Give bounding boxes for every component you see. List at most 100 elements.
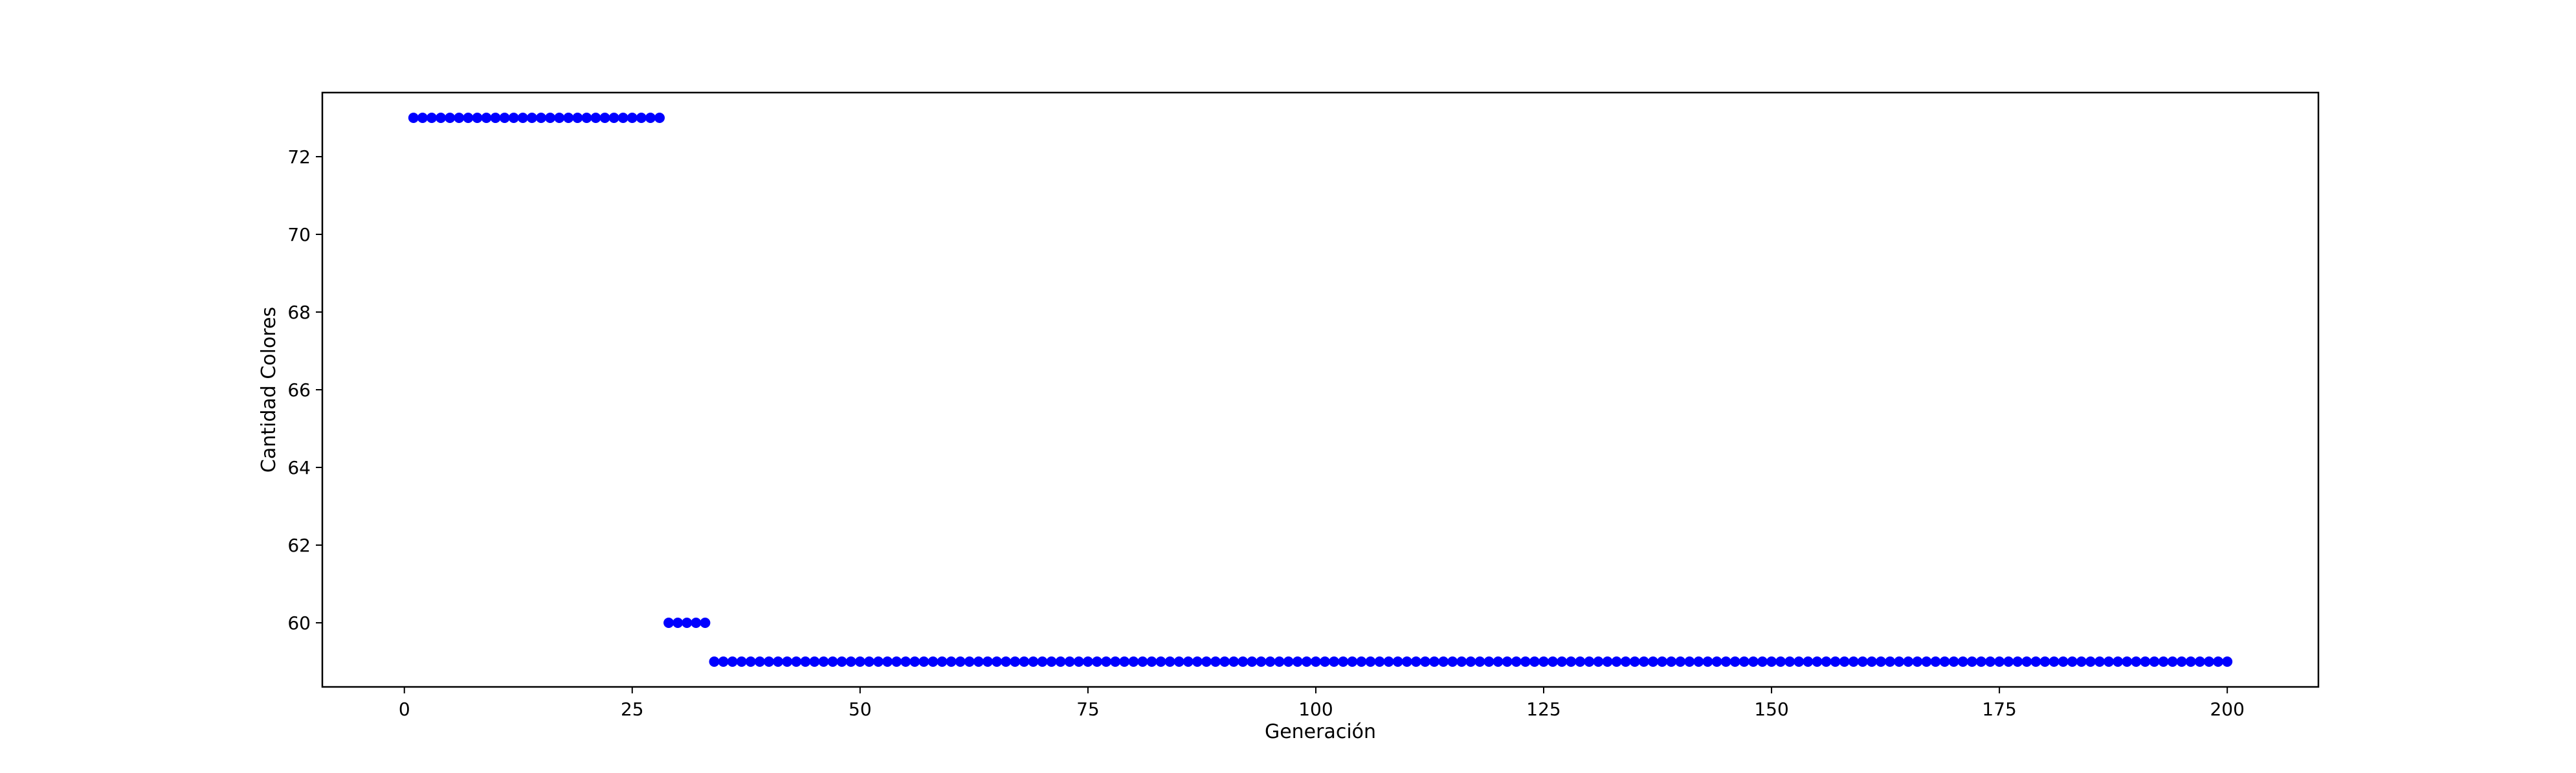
data-point	[1502, 656, 1513, 667]
data-point	[1821, 656, 1832, 667]
data-point	[1885, 656, 1896, 667]
data-point	[1310, 656, 1321, 667]
data-point	[909, 656, 920, 667]
y-axis-ticks: 60 62 64 66 68 70 72	[287, 146, 322, 634]
data-point	[526, 113, 537, 123]
data-point	[1110, 656, 1121, 667]
data-point	[1638, 656, 1649, 667]
data-point	[1675, 656, 1686, 667]
data-point	[1283, 656, 1294, 667]
data-point	[1939, 656, 1950, 667]
y-tick-label: 62	[287, 535, 311, 556]
data-point	[1930, 656, 1941, 667]
data-point	[472, 113, 483, 123]
data-point	[1711, 656, 1722, 667]
data-point	[782, 656, 793, 667]
data-point	[1903, 656, 1914, 667]
data-point	[1548, 656, 1559, 667]
y-tick-label: 66	[287, 379, 311, 401]
data-point	[1164, 656, 1175, 667]
data-point	[1538, 656, 1549, 667]
data-point	[499, 113, 510, 123]
data-point	[1091, 656, 1102, 667]
data-point	[1419, 656, 1430, 667]
data-point	[1173, 656, 1184, 667]
data-point	[791, 656, 802, 667]
data-point	[1729, 656, 1740, 667]
data-point	[1975, 656, 1986, 667]
data-point	[1648, 656, 1658, 667]
data-point	[992, 656, 1003, 667]
data-point	[1137, 656, 1148, 667]
data-point	[2140, 656, 2151, 667]
x-axis-label: Generación	[1265, 721, 1376, 743]
data-point	[1365, 656, 1376, 667]
data-point	[682, 618, 693, 628]
data-point	[745, 656, 756, 667]
data-point	[2104, 656, 2115, 667]
data-point	[1575, 656, 1586, 667]
data-point	[1793, 656, 1804, 667]
data-point	[1966, 656, 1977, 667]
y-axis-label: Cantidad Colores	[258, 307, 280, 473]
data-point	[1912, 656, 1923, 667]
data-point	[1192, 656, 1203, 667]
data-point	[1584, 656, 1595, 667]
data-point	[1329, 656, 1340, 667]
data-point	[1146, 656, 1157, 667]
y-tick-label: 72	[287, 146, 311, 168]
data-point	[1219, 656, 1230, 667]
data-point	[1784, 656, 1795, 667]
data-point	[1812, 656, 1823, 667]
data-point	[1274, 656, 1285, 667]
data-point	[882, 656, 893, 667]
data-point	[581, 113, 592, 123]
data-point	[718, 656, 729, 667]
data-point	[1985, 656, 1996, 667]
x-tick-label: 0	[399, 699, 410, 720]
data-point	[1010, 656, 1021, 667]
data-point	[1666, 656, 1677, 667]
data-point	[2204, 656, 2215, 667]
data-point	[1201, 656, 1212, 667]
data-point	[937, 656, 948, 667]
data-point	[627, 113, 638, 123]
data-point	[1775, 656, 1786, 667]
data-points	[408, 113, 2233, 667]
data-point	[1520, 656, 1531, 667]
data-point	[554, 113, 565, 123]
data-point	[1392, 656, 1403, 667]
x-tick-label: 125	[1526, 699, 1560, 720]
data-point	[1055, 656, 1066, 667]
data-point	[1720, 656, 1731, 667]
data-point	[1693, 656, 1704, 667]
data-point	[1001, 656, 1012, 667]
data-point	[709, 656, 720, 667]
data-point	[1238, 656, 1249, 667]
data-point	[2213, 656, 2224, 667]
data-point	[1702, 656, 1713, 667]
x-tick-label: 150	[1754, 699, 1788, 720]
x-tick-label: 100	[1298, 699, 1333, 720]
data-point	[2049, 656, 2060, 667]
data-point	[1994, 656, 2005, 667]
data-point	[1183, 656, 1194, 667]
data-point	[654, 113, 665, 123]
data-point	[2167, 656, 2178, 667]
data-point	[545, 113, 556, 123]
data-point	[900, 656, 911, 667]
data-point	[1566, 656, 1577, 667]
data-point	[1019, 656, 1030, 667]
data-point	[1684, 656, 1695, 667]
data-point	[1073, 656, 1084, 667]
data-point	[1857, 656, 1868, 667]
data-point	[1101, 656, 1112, 667]
data-point	[1557, 656, 1568, 667]
data-point	[1465, 656, 1476, 667]
data-point	[736, 656, 747, 667]
data-point	[1447, 656, 1458, 667]
data-point	[1593, 656, 1604, 667]
data-point	[1803, 656, 1814, 667]
data-point	[1356, 656, 1367, 667]
data-point	[1602, 656, 1613, 667]
